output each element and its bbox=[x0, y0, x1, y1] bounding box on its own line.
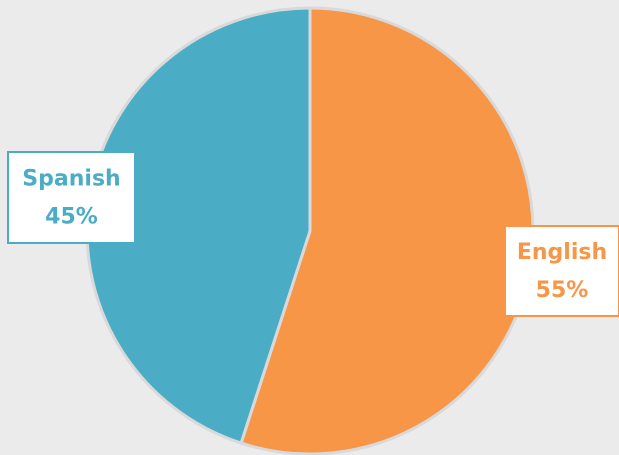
label-box bbox=[504, 225, 619, 317]
pie bbox=[85, 6, 535, 455]
value-label: 55% bbox=[536, 278, 589, 303]
value-label: 45% bbox=[45, 205, 98, 230]
label-box bbox=[7, 151, 136, 244]
category-label: English bbox=[517, 240, 607, 265]
category-label: Spanish bbox=[22, 166, 120, 191]
labels: English 55% Spanish 45% bbox=[7, 151, 619, 317]
